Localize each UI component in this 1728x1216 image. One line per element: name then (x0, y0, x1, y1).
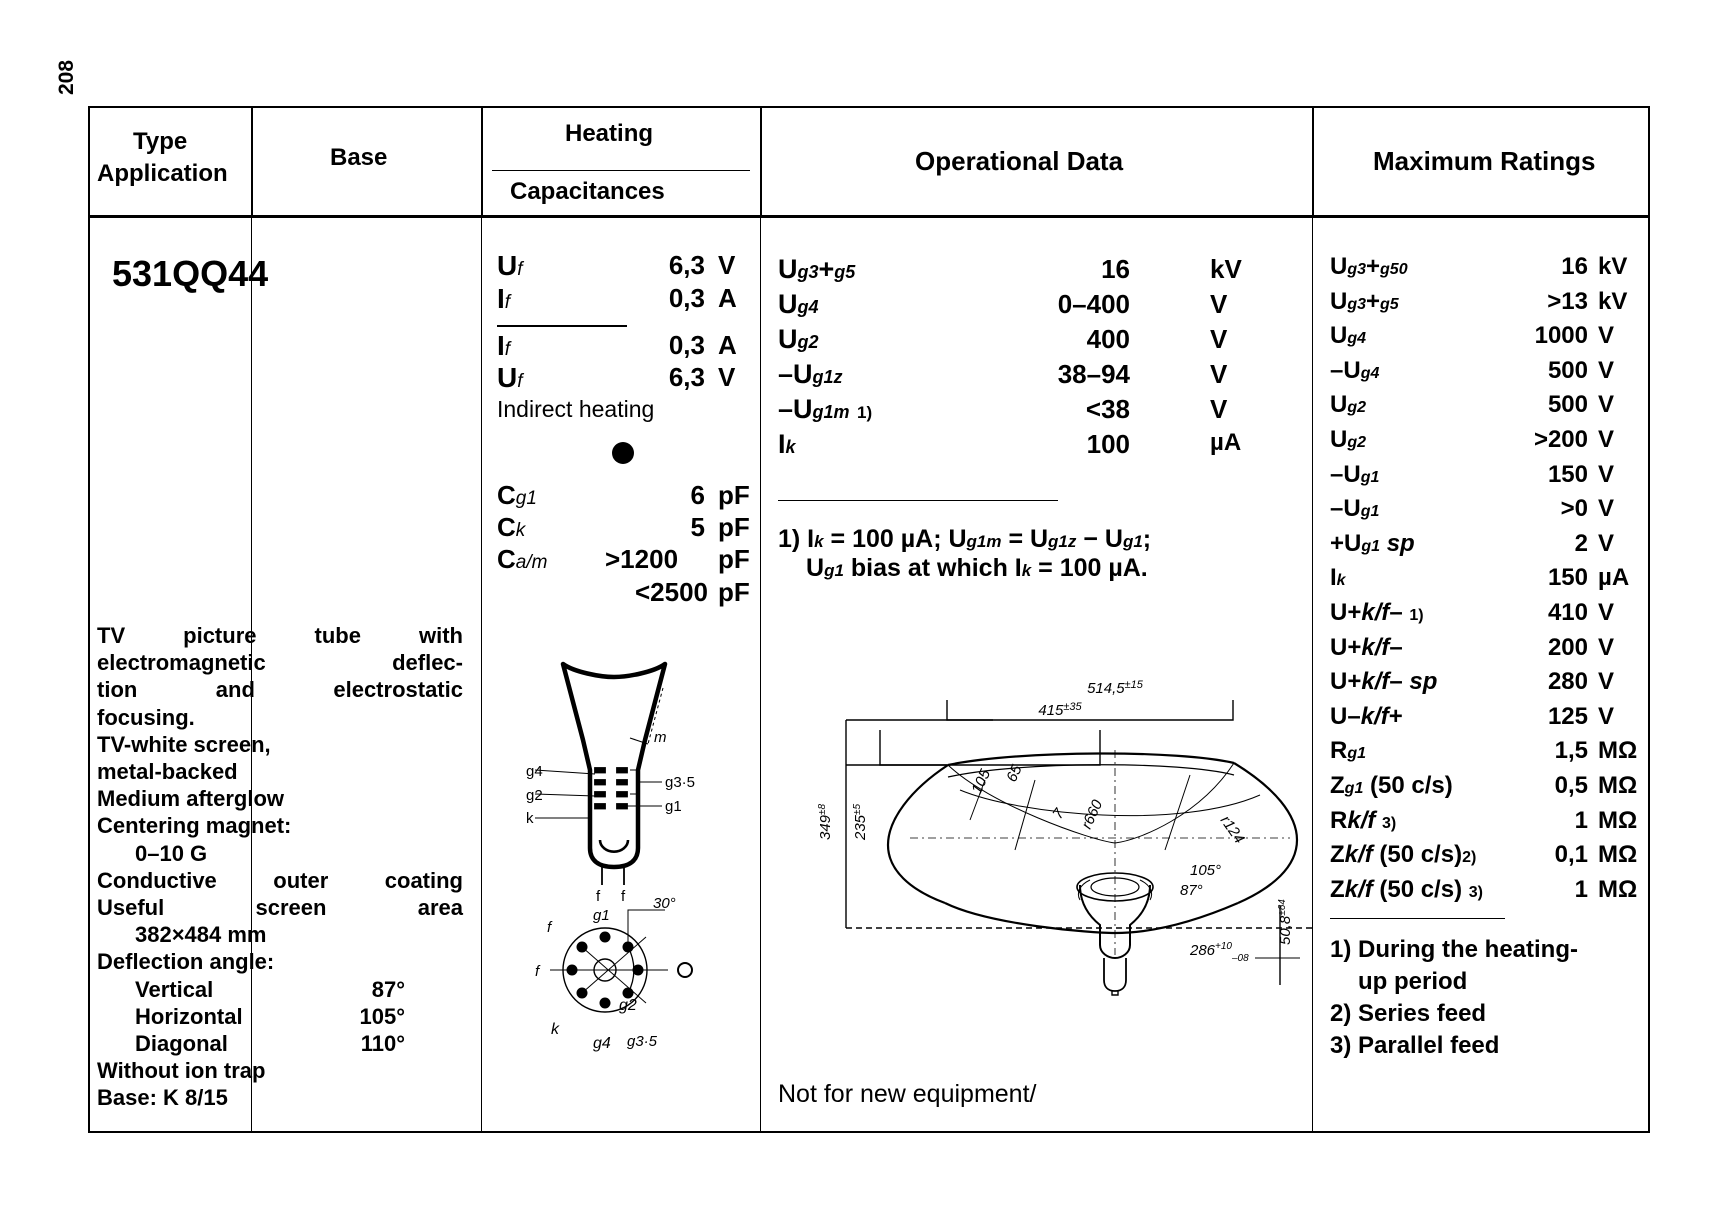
svg-text:f: f (547, 919, 553, 936)
svg-text:349±8: 349±8 (817, 803, 834, 840)
svg-text:k: k (526, 810, 534, 827)
svg-text:g3·5: g3·5 (627, 1033, 658, 1050)
svg-text:g4: g4 (526, 763, 543, 780)
svg-text:g1: g1 (665, 798, 682, 815)
svg-text:f: f (596, 888, 601, 905)
svg-text:7: 7 (1049, 805, 1068, 822)
svg-text:k: k (551, 1021, 560, 1038)
svg-text:235±5: 235±5 (852, 803, 869, 841)
svg-text:g4: g4 (593, 1035, 611, 1052)
svg-text:50,8±64: 50,8±64 (1277, 899, 1294, 945)
svg-text:30°: 30° (653, 895, 676, 912)
svg-text:105: 105 (968, 766, 994, 796)
svg-text:g1: g1 (593, 907, 610, 924)
svg-text:g3·5: g3·5 (665, 774, 695, 791)
svg-text:87°: 87° (1180, 882, 1203, 899)
svg-text:286+10–08: 286+10–08 (1189, 941, 1249, 964)
svg-text:m: m (654, 729, 667, 746)
svg-text:f: f (621, 888, 626, 905)
svg-text:r660: r660 (1078, 797, 1106, 832)
svg-text:514,5±15: 514,5±15 (1087, 679, 1144, 697)
svg-text:105°: 105° (1190, 862, 1221, 879)
svg-text:g2: g2 (619, 997, 637, 1014)
svg-text:r124: r124 (1217, 813, 1248, 847)
svg-text:f: f (535, 963, 541, 980)
svg-text:415±35: 415±35 (1038, 701, 1082, 719)
svg-text:g2: g2 (526, 787, 543, 804)
